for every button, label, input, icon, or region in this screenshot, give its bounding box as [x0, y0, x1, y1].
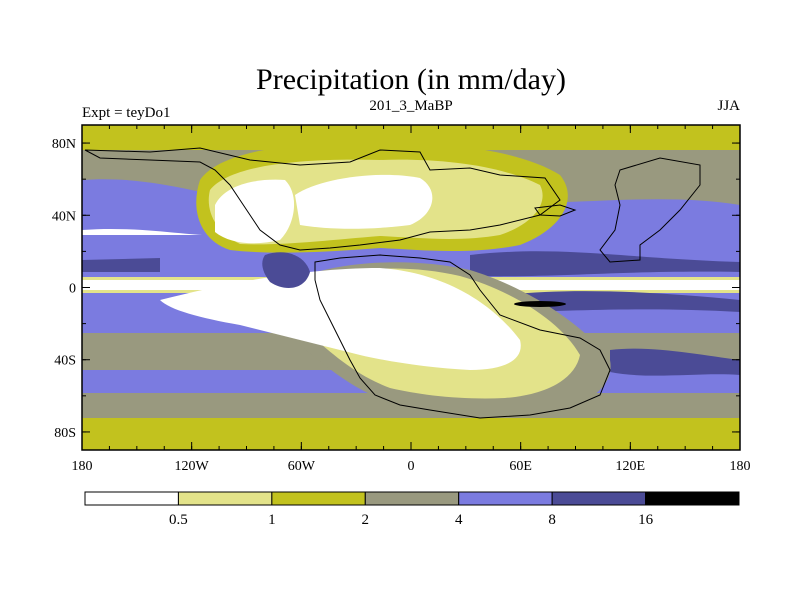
- colorbar-level-label: 1: [268, 512, 276, 528]
- colorbar-swatch: [177, 491, 273, 506]
- chart-title: Precipitation (in mm/day): [256, 63, 566, 96]
- colorbar-swatch: [364, 491, 460, 506]
- x-tick-label: 60E: [509, 459, 532, 474]
- x-tick-label: 180: [72, 459, 93, 474]
- coastline-south: [314, 254, 611, 419]
- y-tick-label: 0: [69, 282, 76, 297]
- colorbar-level-label: 0.5: [169, 512, 188, 528]
- coastline-north-east: [599, 157, 701, 263]
- north-continent-dry-west: [215, 179, 295, 244]
- axis-ticks: 180 120W 60W 0 60E 120E 180 80N 40N 0 40S 80S: [52, 125, 751, 474]
- x-tick-label: 60W: [288, 459, 316, 474]
- colorbar-swatch: [271, 491, 366, 506]
- y-tick-label: 80S: [54, 426, 76, 441]
- colorbar-swatch: [645, 491, 740, 506]
- coastline-north: [84, 147, 561, 251]
- plot-area: [82, 125, 740, 450]
- colorbar-swatch: [551, 491, 647, 506]
- colorbar-swatch: [84, 491, 179, 506]
- colorbar-level-label: 4: [455, 512, 463, 528]
- band-south-wet-core: [495, 291, 740, 312]
- x-tick-label: 180: [730, 459, 751, 474]
- x-tick-label: 0: [408, 459, 415, 474]
- subtitle-center: 201_3_MaBP: [369, 98, 452, 114]
- colorbar: 0.5 1 2 4 8 16: [84, 491, 740, 528]
- x-tick-label: 120E: [616, 459, 646, 474]
- colorbar-level-label: 8: [548, 512, 556, 528]
- y-tick-label: 40N: [52, 209, 76, 224]
- subtitle-right: JJA: [717, 98, 740, 114]
- colorbar-swatch: [458, 491, 553, 506]
- subtitle-left: Expt = teyDo1: [82, 105, 170, 121]
- y-tick-label: 80N: [52, 137, 76, 152]
- x-tick-label: 120W: [175, 459, 210, 474]
- wet-maximum-core: [514, 301, 566, 307]
- west-wet-patch: [262, 252, 310, 288]
- south-continent-dry-core: [160, 268, 521, 370]
- coastline-island: [534, 204, 577, 217]
- band-south-mid-wet: [610, 348, 740, 376]
- band-itcz-east: [470, 251, 740, 277]
- y-tick-label: 40S: [54, 354, 76, 369]
- colorbar-level-label: 16: [638, 512, 654, 528]
- north-continent-dry-east: [295, 174, 433, 229]
- band-itcz-west: [82, 258, 160, 272]
- colorbar-level-label: 2: [362, 512, 370, 528]
